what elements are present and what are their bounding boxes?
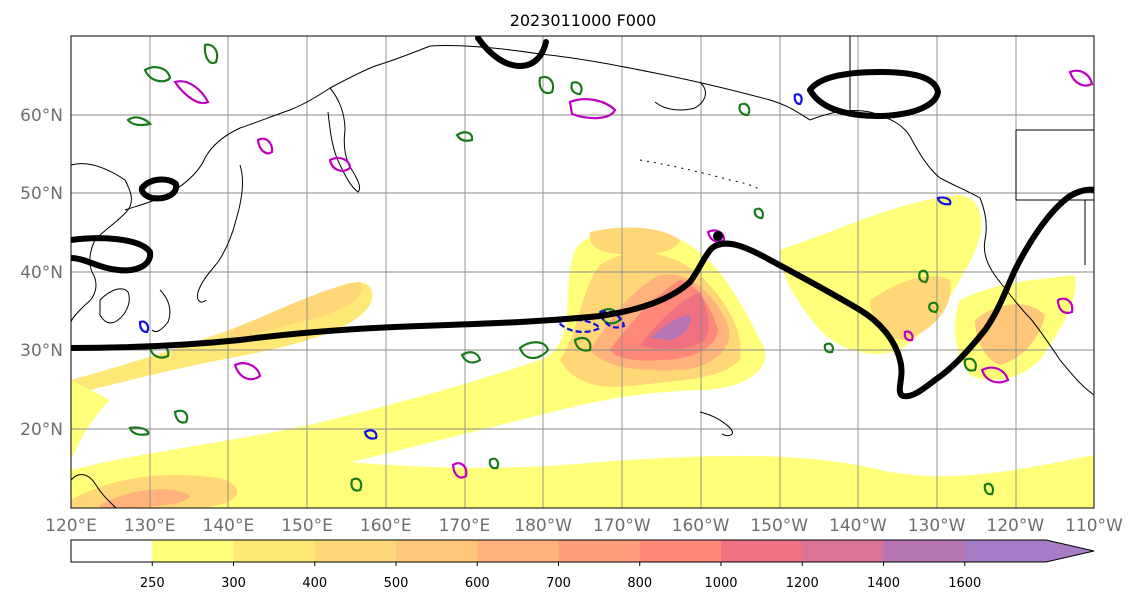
lon-label: 140°E: [203, 516, 255, 536]
colorbar-extend-arrow: [1046, 540, 1094, 562]
colorbar-outline: [70, 539, 1095, 563]
colorbar-swatch: [314, 540, 397, 562]
map-frame: [70, 35, 1095, 509]
colorbar-swatch: [152, 540, 234, 562]
lon-label: 150°W: [750, 516, 808, 536]
lon-label: 160°W: [672, 516, 730, 536]
longitude-labels: 120°E 130°E 140°E 150°E 160°E 170°E 180°W 170°W…: [45, 516, 1123, 536]
colorbar-tick-label: 1400: [867, 576, 900, 591]
lon-label: 170°W: [593, 516, 651, 536]
lon-label: 120°W: [986, 516, 1044, 536]
lon-label: 140°W: [829, 516, 887, 536]
lon-label: 170°E: [439, 516, 491, 536]
lat-label: 60°N: [20, 106, 63, 126]
lon-label: 180°W: [514, 516, 572, 536]
jet-marker: [713, 231, 723, 241]
latitude-labels: 60°N 50°N 40°N 30°N 20°N: [20, 106, 63, 440]
colorbar-swatch: [558, 540, 641, 562]
lon-label: 110°W: [1065, 516, 1123, 536]
colorbar-tick-label: 250: [140, 576, 165, 591]
colorbar-swatch: [883, 540, 966, 562]
lat-label: 50°N: [20, 184, 63, 204]
colorbar-tick-label: 500: [384, 576, 409, 591]
colorbar-tick-label: 400: [302, 576, 327, 591]
green-contours: [126, 43, 994, 496]
colorbar-tick-label: 300: [221, 576, 246, 591]
colorbar-tick-label: 1600: [948, 576, 981, 591]
colorbar-swatch: [396, 540, 478, 562]
lon-label: 130°W: [908, 516, 966, 536]
colorbar-tick-label: 1000: [704, 576, 737, 591]
colorbar-tick-label: 600: [465, 576, 490, 591]
lon-label: 120°E: [45, 516, 97, 536]
colorbar-swatch: [802, 540, 884, 562]
colorbar-swatch: [721, 540, 803, 562]
colorbar-tick-label: 800: [627, 576, 652, 591]
magenta-contours: [173, 69, 1094, 479]
colorbar: [70, 539, 1095, 563]
colorbar-swatch: [71, 540, 153, 562]
lon-label: 160°E: [360, 516, 412, 536]
colorbar-swatch: [233, 540, 316, 562]
colorbar-tick-label: 1200: [786, 576, 819, 591]
colorbar-swatch: [964, 540, 1047, 562]
lon-label: 150°E: [281, 516, 333, 536]
map-title: 2023011000 F000: [510, 11, 657, 30]
map-area: [71, 36, 1094, 508]
colorbar-ticks: 250 300 400 500 600 700 800 1000 1200 1400 1600: [140, 562, 981, 591]
lat-label: 30°N: [20, 341, 63, 361]
jet-contours: [71, 36, 1094, 400]
lat-label: 40°N: [20, 263, 63, 283]
colorbar-tick-label: 700: [546, 576, 571, 591]
lon-label: 130°E: [124, 516, 176, 536]
colorbar-swatch: [639, 540, 722, 562]
ivt-shading: [71, 195, 1094, 508]
lat-label: 20°N: [20, 420, 63, 440]
colorbar-swatch: [477, 540, 559, 562]
